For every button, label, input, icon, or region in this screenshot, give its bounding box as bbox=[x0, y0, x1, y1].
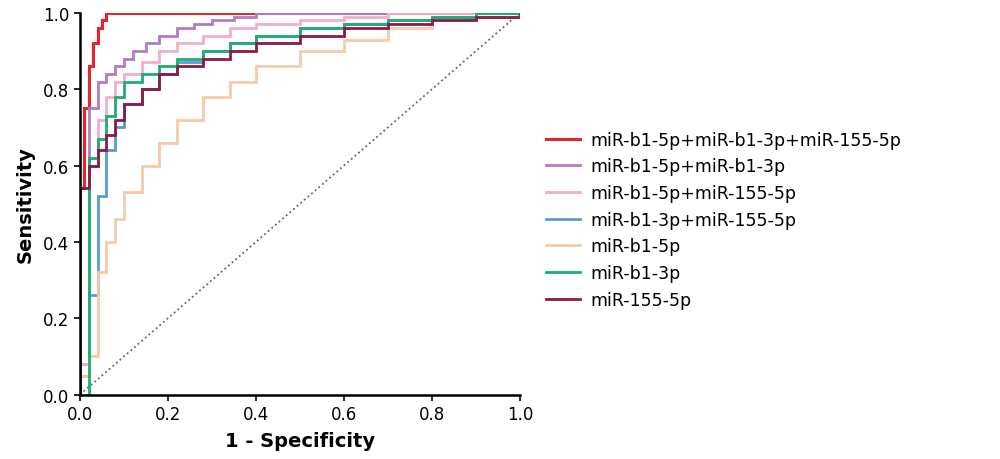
Y-axis label: Sensitivity: Sensitivity bbox=[16, 146, 35, 263]
X-axis label: 1 - Specificity: 1 - Specificity bbox=[225, 431, 375, 450]
Legend: miR-b1-5p+miR-b1-3p+miR-155-5p, miR-b1-5p+miR-b1-3p, miR-b1-5p+miR-155-5p, miR-b: miR-b1-5p+miR-b1-3p+miR-155-5p, miR-b1-5… bbox=[539, 124, 909, 316]
